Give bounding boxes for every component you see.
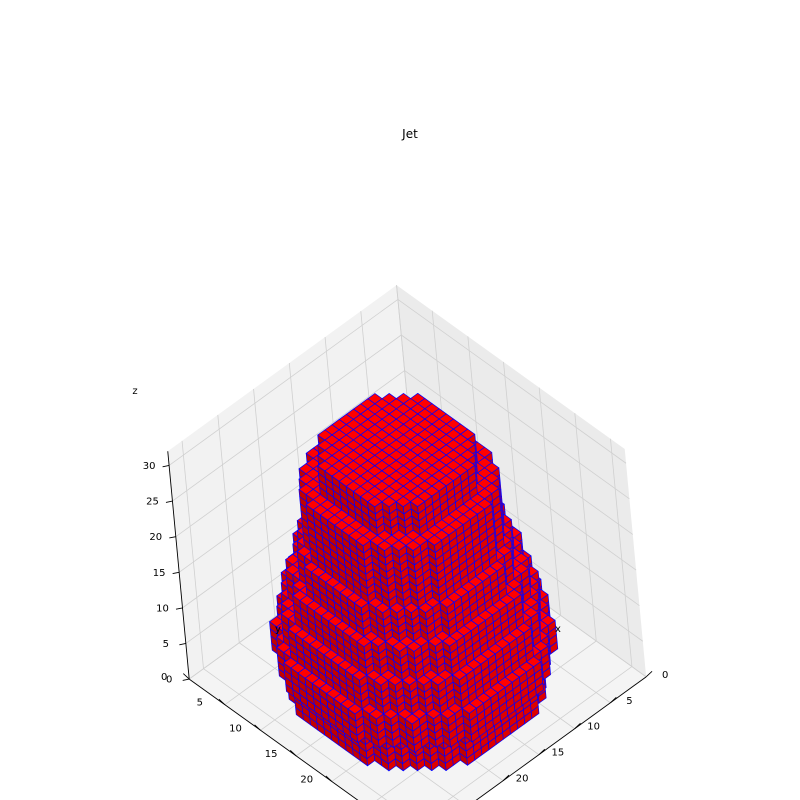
x-axis-label: x: [555, 624, 561, 635]
y-tick-label: 5: [197, 698, 203, 709]
y-axis-label: y: [275, 624, 281, 635]
z-tick: [173, 572, 180, 573]
x-tick-label: 15: [552, 748, 565, 759]
x-tick-label: 20: [516, 774, 529, 785]
x-tick-label: 10: [587, 722, 600, 733]
x-tick-label: 5: [626, 696, 632, 707]
z-tick: [163, 465, 170, 466]
y-tick-label: 15: [265, 749, 278, 760]
z-axis-label: z: [132, 386, 137, 397]
chart-title: Jet: [401, 127, 418, 141]
z-tick-label: 25: [146, 497, 159, 508]
z-tick: [166, 501, 173, 502]
z-tick-label: 0: [166, 675, 172, 686]
z-tick: [176, 608, 183, 609]
z-tick: [183, 679, 190, 680]
z-tick-label: 30: [143, 461, 156, 472]
y-tick-label: 20: [300, 774, 313, 785]
z-tick: [179, 643, 186, 644]
x-tick: [646, 671, 652, 677]
x-tick-label: 0: [662, 670, 668, 681]
z-tick-label: 10: [156, 603, 169, 614]
z-tick-label: 15: [153, 568, 166, 579]
z-tick-label: 5: [163, 639, 169, 650]
z-tick-label: 20: [149, 532, 162, 543]
y-tick-label: 10: [229, 723, 242, 734]
z-tick: [169, 537, 176, 538]
